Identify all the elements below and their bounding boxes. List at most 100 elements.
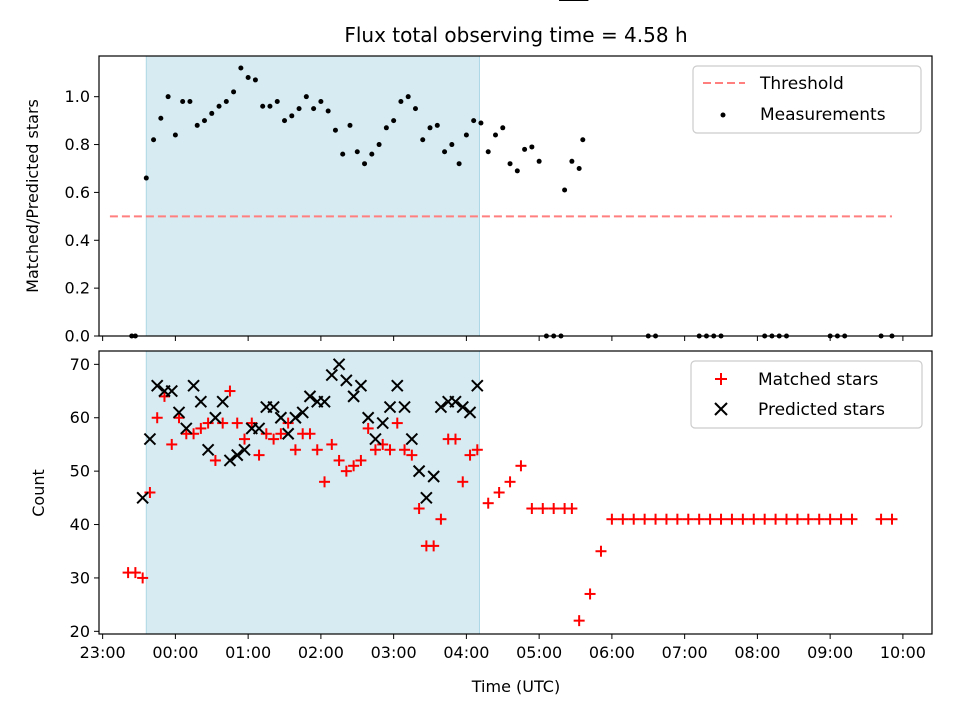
matched-star-point — [137, 572, 149, 584]
x-tick-label: 02:00 — [298, 643, 344, 662]
matched-star-point — [246, 417, 258, 429]
matched-star-point — [188, 428, 200, 440]
matched-star-point — [639, 513, 651, 525]
x-tick-label: 04:00 — [443, 643, 489, 662]
matched-star-point — [369, 444, 381, 456]
measurement-point — [201, 118, 207, 124]
measurement-point — [478, 120, 484, 126]
measurement-point — [376, 142, 382, 148]
measurement-point — [245, 75, 251, 81]
top-y-tick-label: 0.0 — [65, 327, 90, 346]
matched-star-point — [406, 449, 418, 461]
matched-star-point — [195, 422, 207, 434]
predicted-star-point — [383, 400, 397, 414]
predicted-star-point — [209, 411, 222, 424]
predicted-star-point — [456, 400, 469, 414]
matched-star-point — [348, 460, 360, 472]
predicted-star-point — [420, 491, 433, 505]
measurement-point — [569, 158, 575, 164]
measurement-point — [362, 161, 368, 167]
matched-star-point — [355, 454, 367, 466]
x-tick-label: 23:00 — [80, 643, 126, 662]
measurement-point — [456, 161, 462, 167]
matched-star-point — [326, 438, 338, 450]
predicted-star-point — [449, 395, 462, 408]
predicted-star-point — [289, 411, 302, 424]
measurement-point — [562, 187, 568, 193]
measurement-point — [500, 125, 506, 131]
measurement-point — [296, 106, 302, 112]
measurement-point — [143, 175, 149, 181]
x-tick-label: 00:00 — [152, 643, 198, 662]
predicted-star-point — [274, 411, 288, 424]
x-tick-label: 01:00 — [225, 643, 271, 662]
measurement-point — [576, 165, 582, 171]
figure-title: Flux total observing time = 4.58 h — [344, 23, 687, 47]
predicted-star-point — [231, 448, 244, 462]
matched-star-point — [606, 513, 618, 525]
matched-star-point — [231, 417, 243, 429]
top-observing-span — [145, 55, 480, 337]
measurement-point — [303, 94, 309, 100]
predicted-star-point — [267, 400, 280, 414]
matched-star-point — [384, 444, 396, 456]
measurement-point — [289, 113, 295, 119]
measurement-point — [216, 103, 222, 109]
matched-star-point — [813, 513, 825, 525]
predicted-star-point — [150, 379, 164, 392]
matched-star-point — [282, 417, 294, 429]
matched-star-point — [748, 513, 760, 525]
bottom-legend: Matched stars Predicted stars — [690, 360, 923, 429]
predicted-star-point — [165, 384, 178, 398]
measurement-point — [412, 106, 418, 112]
matched-star-point — [693, 513, 705, 525]
measurement-point — [427, 125, 433, 131]
predicted-star-point — [252, 422, 266, 435]
x-tick-label: 07:00 — [662, 643, 708, 662]
matched-star-point — [650, 513, 662, 525]
matched-star-point — [362, 422, 374, 434]
matched-star-point — [824, 513, 836, 525]
matched-star-point — [144, 487, 156, 498]
matched-star-point — [770, 513, 782, 525]
matched-star-point — [791, 513, 803, 525]
matched-star-point — [435, 513, 447, 525]
matched-star-point — [340, 465, 352, 477]
measurement-point — [405, 94, 411, 100]
top-panel: 0.0 0.2 0.4 0.6 0.8 1.0 Matched/Predicted sta… — [23, 55, 933, 346]
legend-threshold-label: Threshold — [759, 74, 844, 94]
measurement-point — [420, 137, 426, 143]
bottom-plot-frame — [98, 350, 933, 635]
matched-star-point — [399, 444, 411, 456]
matched-star-point — [129, 567, 141, 579]
top-y-tick-label: 0.6 — [65, 183, 90, 202]
measurement-point — [522, 146, 528, 152]
x-tick-label: 09:00 — [807, 643, 853, 662]
top-y-tick-label: 0.8 — [65, 135, 90, 154]
measurement-point — [391, 118, 397, 124]
measurement-point — [471, 118, 477, 124]
matched-star-point — [457, 476, 469, 488]
measurement-point — [514, 168, 520, 174]
matched-star-point — [726, 513, 738, 525]
matched-star-point — [166, 438, 178, 450]
matched-star-point — [715, 513, 727, 525]
measurement-point — [180, 98, 186, 104]
measurement-point — [165, 94, 171, 100]
matched-star-point — [628, 513, 640, 525]
predicted-star-point — [143, 432, 157, 446]
measurement-point — [332, 127, 338, 133]
bot-y-tick-label: 20 — [70, 622, 90, 641]
predicted-star-point — [463, 406, 477, 419]
measurement-point — [282, 118, 288, 124]
legend-predicted-marker — [714, 402, 728, 416]
predicted-star-point — [180, 422, 193, 435]
matched-star-point — [526, 503, 538, 515]
measurement-point — [507, 161, 513, 167]
matched-star-point — [595, 545, 607, 557]
legend-predicted-label: Predicted stars — [758, 400, 885, 420]
predicted-star-point — [303, 390, 317, 403]
predicted-star-point — [194, 395, 208, 408]
measurement-point — [151, 137, 157, 143]
